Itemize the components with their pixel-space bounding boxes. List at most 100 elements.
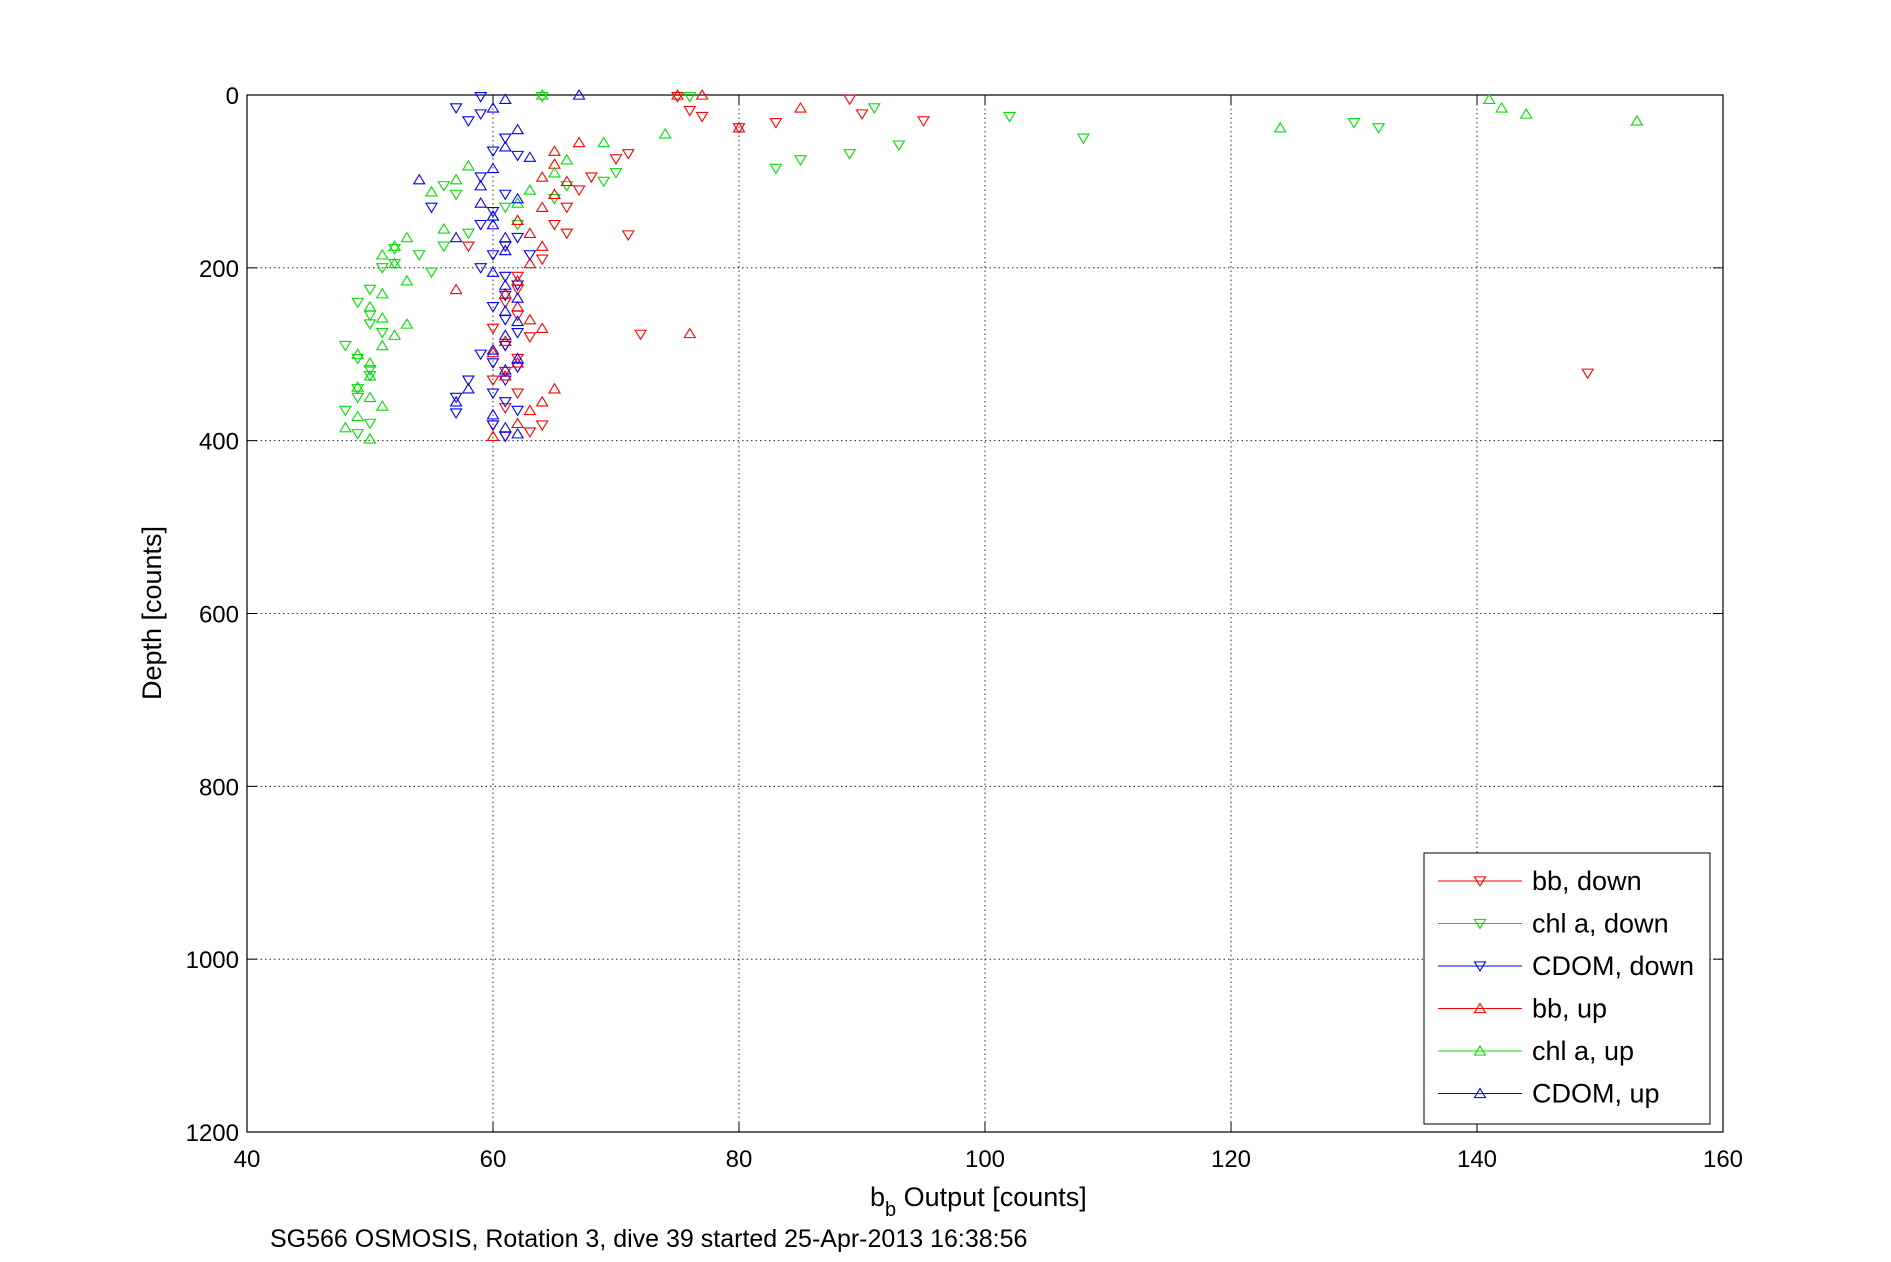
data-point	[535, 88, 549, 100]
data-point	[1482, 93, 1496, 104]
data-point	[351, 381, 365, 392]
data-point	[363, 300, 377, 312]
data-point	[363, 418, 377, 430]
data-point	[511, 214, 525, 225]
data-point	[425, 185, 438, 197]
data-point	[1581, 368, 1595, 380]
data-point	[412, 173, 426, 185]
data-point	[486, 408, 500, 420]
figure-caption: SG566 OSMOSIS, Rotation 3, dive 39 start…	[270, 1225, 1027, 1253]
y-tick-label: 1200	[186, 1120, 239, 1147]
data-point	[351, 392, 365, 404]
data-point	[535, 240, 549, 251]
legend-swatch-marker	[1473, 918, 1487, 930]
data-point	[486, 358, 500, 369]
data-point	[474, 172, 488, 184]
data-point	[695, 88, 709, 100]
data-point	[498, 340, 512, 352]
data-point	[474, 197, 488, 208]
data-point	[363, 319, 377, 331]
data-point	[363, 391, 377, 403]
legend-swatch-marker	[1473, 1087, 1487, 1099]
data-point	[351, 429, 365, 440]
data-point	[449, 231, 463, 243]
data-point	[338, 421, 352, 433]
data-point	[375, 248, 389, 260]
data-point	[523, 332, 537, 343]
data-point	[621, 230, 635, 242]
data-point	[486, 343, 500, 355]
data-point	[548, 188, 561, 200]
data-point	[449, 395, 463, 407]
data-point	[511, 280, 525, 292]
axis-ticks: 40 60 80 100 120 140 160 0 200 400 600 800 1000 1200	[186, 83, 1743, 1173]
data-point	[351, 353, 365, 365]
data-point	[437, 241, 451, 253]
data-point	[597, 176, 611, 188]
data-point	[388, 329, 402, 340]
data-point	[511, 352, 525, 364]
data-point	[498, 271, 512, 283]
data-point	[560, 175, 574, 187]
data-point	[548, 219, 561, 231]
data-point	[498, 231, 512, 243]
data-point	[535, 395, 549, 407]
data-point	[498, 305, 512, 316]
data-point	[351, 297, 365, 309]
data-point	[572, 185, 586, 197]
data-point	[1076, 133, 1090, 145]
data-point	[375, 311, 389, 323]
data-point	[375, 339, 389, 351]
data-point	[486, 146, 500, 158]
data-point	[486, 430, 500, 442]
data-point	[634, 329, 648, 341]
data-point	[535, 92, 549, 103]
data-point	[486, 302, 500, 313]
data-point	[486, 218, 500, 230]
data-point	[867, 103, 881, 114]
data-point	[375, 263, 389, 274]
data-point	[400, 274, 414, 286]
data-point	[363, 356, 377, 368]
data-point	[461, 382, 475, 394]
legend-swatch-marker	[1473, 961, 1487, 973]
x-tick-label: 160	[1703, 1146, 1743, 1173]
data-point	[511, 192, 525, 204]
data-point	[843, 94, 857, 106]
legend-label: CDOM, down	[1532, 951, 1694, 981]
x-tick-label: 140	[1457, 1146, 1497, 1173]
data-point	[572, 88, 586, 100]
data-point	[1003, 111, 1017, 123]
data-point	[511, 123, 525, 135]
data-point	[671, 92, 684, 103]
data-point	[535, 420, 549, 432]
data-point	[843, 149, 857, 160]
data-point	[597, 136, 611, 148]
data-point	[1372, 123, 1386, 134]
data-point	[449, 189, 463, 201]
data-point	[511, 274, 525, 286]
legend-label: bb, up	[1532, 994, 1607, 1024]
legend-swatch-marker	[1473, 876, 1487, 888]
data-point	[461, 228, 475, 240]
legend-swatch-marker	[1473, 1002, 1487, 1014]
data-point	[486, 266, 500, 277]
data-point	[363, 365, 377, 376]
data-point	[486, 388, 500, 400]
data-point	[511, 417, 525, 429]
data-point	[425, 267, 438, 279]
data-point	[498, 421, 512, 433]
data-point	[363, 284, 377, 296]
data-point	[917, 116, 930, 127]
data-marks	[338, 88, 1644, 444]
data-point	[498, 133, 512, 145]
data-point	[523, 151, 537, 162]
x-axis-label-rest: Output [counts]	[896, 1182, 1087, 1212]
data-point	[486, 323, 500, 335]
data-point	[695, 111, 709, 123]
data-point	[375, 400, 389, 411]
data-point	[437, 222, 451, 234]
data-point	[474, 179, 488, 191]
data-point	[498, 140, 512, 152]
data-point	[351, 384, 365, 395]
